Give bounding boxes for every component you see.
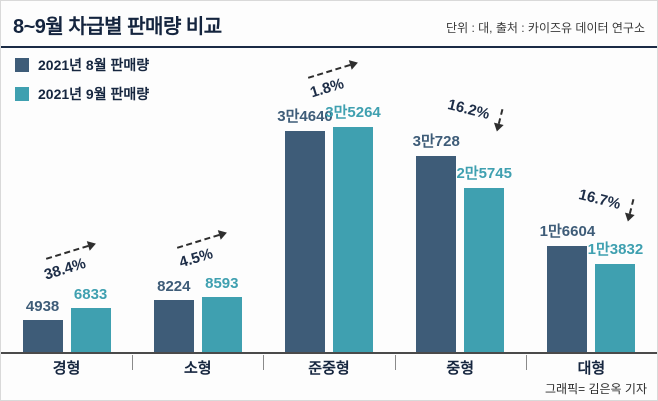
bar-group: 38.4% 4938 6833 [1, 129, 132, 352]
bar-value-label: 8224 [157, 278, 191, 295]
change-annotation: 4.5% [154, 227, 233, 277]
bar-september [70, 308, 111, 352]
legend-item-september: 2021년 9월 판매량 [15, 84, 149, 104]
bar-column: 8593 [201, 275, 242, 352]
bar-september [464, 188, 505, 352]
bar-value-label: 1만3832 [587, 241, 644, 258]
bar-value-label: 8593 [205, 275, 239, 292]
legend-label-september: 2021년 9월 판매량 [38, 86, 150, 102]
bar-column: 6833 [70, 286, 111, 352]
down-arrow-icon [622, 198, 638, 223]
bar-value-label: 3만4640 [277, 108, 333, 125]
down-arrow-icon [491, 108, 507, 133]
page-title: 8~9월 차급별 판매량 비교 [13, 16, 222, 38]
bar-september [201, 297, 242, 352]
credit: 그래픽= 김은옥 기자 [545, 382, 647, 396]
change-annotation: 38.4% [23, 238, 102, 288]
bar-group: 16.7% 1만6604 1만3832 [526, 129, 657, 352]
bar-column: 3만4640 [277, 108, 333, 352]
bar-value-label: 6833 [73, 286, 108, 303]
change-annotation: 16.2% [445, 90, 509, 133]
bar-august [153, 300, 194, 352]
legend-label-august: 2021년 8월 판매량 [38, 57, 150, 73]
bar-august [547, 246, 588, 352]
category-label: 준중형 [263, 354, 394, 380]
bar-september [595, 264, 636, 352]
bar-column: 1만3832 [588, 241, 643, 352]
bar-value-label: 4938 [25, 298, 60, 315]
bar-group: 1.8% 3만4640 3만5264 [263, 57, 394, 352]
bar-column: 3만5264 [325, 104, 381, 352]
bar-value-label: 3만5264 [325, 104, 381, 121]
bar-august [285, 131, 325, 352]
bar-column: 3만728 [413, 133, 460, 352]
bar-column: 4938 [22, 298, 63, 352]
header: 8~9월 차급별 판매량 비교 단위 : 대, 출처 : 카이즈유 데이터 연구… [1, 1, 657, 46]
change-annotation: 1.8% [286, 57, 365, 107]
bar-value-label: 1만6604 [539, 223, 596, 240]
bar-group: 16.2% 3만728 2만5745 [395, 96, 526, 352]
header-divider [1, 46, 657, 48]
change-annotation: 16.7% [576, 180, 640, 223]
august-color-swatch [15, 58, 29, 72]
category-axis: 경형 소형 준중형 중형 대형 [1, 354, 657, 380]
category-label: 경형 [52, 359, 81, 377]
source-note: 단위 : 대, 출처 : 카이즈유 데이터 연구소 [446, 21, 645, 35]
bar-chart: 38.4% 4938 6833 4.5% 8224 8593 1.8% 3만4640 3만526… [1, 57, 657, 354]
bar-column: 1만6604 [540, 223, 595, 352]
change-percent: 16.7% [577, 186, 623, 213]
bar-column: 2만5745 [456, 165, 512, 352]
legend: 2021년 8월 판매량 2021년 9월 판매량 [15, 55, 149, 104]
bar-group: 4.5% 8224 8593 [132, 129, 263, 352]
bar-value-label: 3만728 [412, 133, 460, 150]
bar-september [333, 127, 373, 352]
bar-value-label: 2만5745 [456, 165, 512, 182]
category-label: 대형 [525, 354, 657, 380]
bar-august [22, 320, 63, 352]
legend-item-august: 2021년 8월 판매량 [15, 55, 149, 75]
change-percent: 16.2% [446, 96, 492, 123]
bar-column: 8224 [153, 278, 194, 352]
september-color-swatch [15, 87, 29, 101]
bar-august [416, 156, 457, 352]
category-label: 중형 [394, 354, 526, 380]
category-label: 소형 [132, 354, 263, 380]
